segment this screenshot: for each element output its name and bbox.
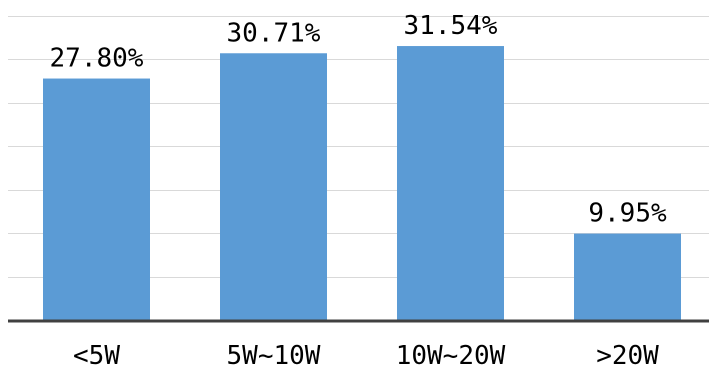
category-label: 10W~20W (396, 341, 506, 371)
category-label: <5W (73, 341, 120, 371)
data-label: 31.54% (404, 11, 498, 41)
bar (574, 233, 681, 320)
category-labels: <5W 5W~10W 10W~20W >20W (73, 341, 659, 371)
bar (397, 46, 504, 320)
category-label: 5W~10W (227, 341, 321, 371)
bars (43, 46, 681, 320)
data-labels: 27.80% 30.71% 31.54% 9.95% (50, 11, 667, 229)
category-label: >20W (596, 341, 659, 371)
bar (220, 53, 327, 320)
data-label: 9.95% (588, 199, 667, 229)
data-label: 30.71% (227, 18, 321, 48)
bar (43, 78, 150, 320)
data-label: 27.80% (50, 44, 144, 74)
